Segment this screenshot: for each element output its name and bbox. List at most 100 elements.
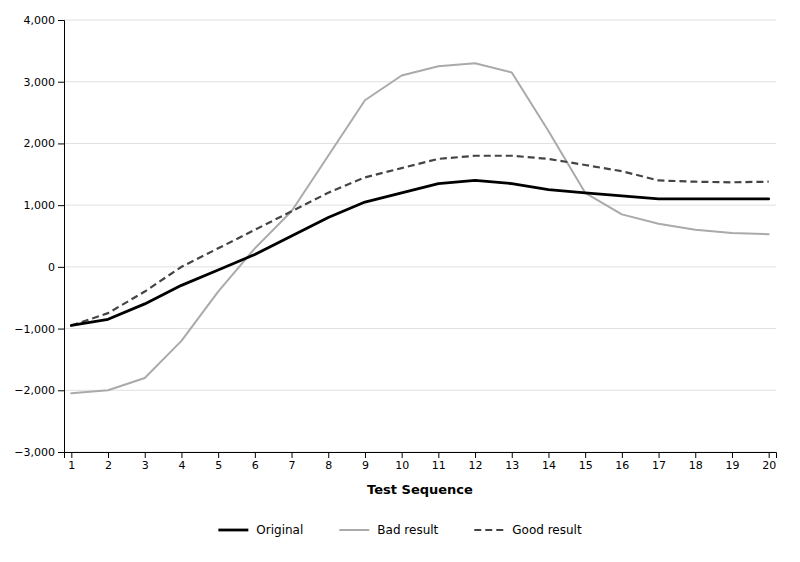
x-axis-tick-label: 16	[615, 459, 629, 472]
y-axis-tick-label: 1,000	[24, 199, 56, 212]
x-axis-tick: 7	[289, 452, 296, 472]
x-axis-tick-mark	[255, 452, 256, 458]
x-axis-tick: 11	[432, 452, 446, 472]
y-axis-tick-mark	[58, 143, 64, 144]
y-axis-tick: −1,000	[14, 323, 64, 336]
legend: Original Bad result Good result	[218, 523, 582, 537]
x-axis-tick: 17	[652, 452, 666, 472]
grid-line	[64, 143, 776, 144]
y-axis-tick-mark	[58, 205, 64, 206]
x-axis-tick-mark	[181, 452, 182, 458]
y-axis-tick-mark	[58, 267, 64, 268]
y-axis-tick-mark	[58, 452, 64, 453]
legend-swatch	[474, 529, 504, 531]
legend-item: Good result	[474, 523, 582, 537]
x-axis-line	[65, 453, 777, 459]
x-axis: 1234567891011121314151617181920	[65, 452, 777, 472]
lines	[71, 63, 768, 393]
series-line	[71, 180, 768, 325]
x-axis-tick: 16	[615, 452, 629, 472]
series-line	[71, 63, 768, 393]
x-axis-tick-mark	[218, 452, 219, 458]
chart: 1234567891011121314151617181920−3,000−2,…	[0, 0, 800, 562]
x-axis-tick-mark	[292, 452, 293, 458]
x-axis-tick-mark	[512, 452, 513, 458]
legend-swatch	[218, 529, 248, 532]
x-axis-tick-label: 17	[652, 459, 666, 472]
x-axis-tick: 6	[252, 452, 259, 472]
x-axis-tick: 14	[542, 452, 556, 472]
x-axis-tick-label: 12	[469, 459, 483, 472]
x-axis-tick: 10	[395, 452, 409, 472]
x-axis-tick-mark	[732, 452, 733, 458]
x-axis-tick-label: 6	[252, 459, 259, 472]
x-axis-tick-label: 20	[762, 459, 776, 472]
y-axis-tick: 2,000	[24, 137, 65, 150]
y-axis-tick: −3,000	[14, 446, 64, 459]
x-axis-tick-label: 2	[105, 459, 112, 472]
grid-line	[64, 266, 776, 267]
legend-item: Bad result	[339, 523, 438, 537]
x-axis-tick: 12	[469, 452, 483, 472]
series-line	[71, 156, 768, 326]
x-axis-tick: 15	[579, 452, 593, 472]
x-axis-tick-label: 7	[289, 459, 296, 472]
x-axis-tick-mark	[365, 452, 366, 458]
y-axis-tick-label: 4,000	[24, 14, 56, 27]
x-axis-tick-label: 8	[325, 459, 332, 472]
y-axis-tick-label: −3,000	[14, 446, 55, 459]
y-axis-tick-label: 0	[48, 261, 55, 274]
y-axis-tick: 4,000	[24, 14, 65, 27]
x-axis-tick-label: 11	[432, 459, 446, 472]
y-axis-tick: −2,000	[14, 384, 64, 397]
x-axis-tick: 3	[142, 452, 149, 472]
x-axis-tick-label: 4	[178, 459, 185, 472]
grid-line	[64, 81, 776, 82]
grid-line	[64, 390, 776, 391]
x-axis-tick-mark	[108, 452, 109, 458]
plot: 1234567891011121314151617181920−3,000−2,…	[14, 14, 776, 497]
y-axis-tick-label: 3,000	[24, 76, 56, 89]
y-axis-tick: 0	[48, 261, 64, 274]
y-axis-tick-mark	[58, 390, 64, 391]
legend-swatch	[339, 529, 369, 531]
x-axis-tick-label: 5	[215, 459, 222, 472]
x-axis-tick: 18	[689, 452, 703, 472]
x-axis-tick-mark	[145, 452, 146, 458]
legend-item: Original	[218, 523, 303, 537]
x-axis-tick-label: 19	[725, 459, 739, 472]
x-axis-tick-label: 1	[68, 459, 75, 472]
y-axis-tick-label: −1,000	[14, 323, 55, 336]
x-axis-tick: 13	[505, 452, 519, 472]
x-axis-tick-mark	[438, 452, 439, 458]
x-axis-tick: 2	[105, 452, 112, 472]
y-axis-tick-mark	[58, 329, 64, 330]
y-axis-tick-label: −2,000	[14, 384, 55, 397]
x-axis-tick-mark	[402, 452, 403, 458]
x-axis-tick-mark	[585, 452, 586, 458]
x-axis-tick-mark	[769, 452, 770, 458]
x-axis-tick-mark	[71, 452, 72, 458]
y-axis: −3,000 −2,000 −1,000 0 1,000 2,000 3,000 4,000	[14, 14, 64, 459]
grid-line	[64, 328, 776, 329]
x-axis-tick-label: 3	[142, 459, 149, 472]
y-axis-tick: 1,000	[24, 199, 65, 212]
grid-line	[64, 205, 776, 206]
x-axis-tick-mark	[475, 452, 476, 458]
x-axis-tick-label: 9	[362, 459, 369, 472]
x-axis-tick-mark	[622, 452, 623, 458]
legend-label: Good result	[512, 523, 582, 537]
x-axis-tick: 4	[178, 452, 185, 472]
y-axis-tick: 3,000	[24, 76, 65, 89]
x-axis-tick-mark	[548, 452, 549, 458]
y-axis-tick-label: 2,000	[24, 137, 56, 150]
y-axis-tick-mark	[58, 20, 64, 21]
x-axis-tick: 8	[325, 452, 332, 472]
x-axis-tick-label: 15	[579, 459, 593, 472]
x-axis-tick: 9	[362, 452, 369, 472]
y-axis-line	[58, 21, 65, 453]
x-axis-tick-mark	[659, 452, 660, 458]
y-axis-tick-mark	[58, 82, 64, 83]
legend-label: Original	[256, 523, 303, 537]
legend-label: Bad result	[377, 523, 438, 537]
